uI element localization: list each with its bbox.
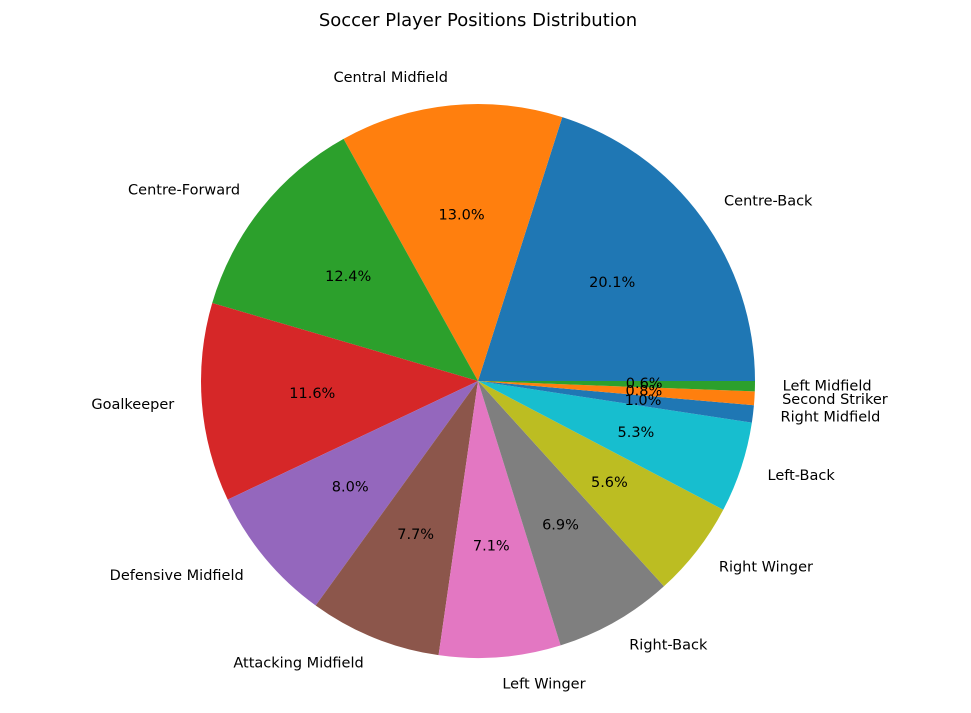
slice-percent-left-back: 5.3% <box>617 425 654 441</box>
slice-label-left-winger: Left Winger <box>502 677 585 693</box>
pie-labels: Centre-Back Central Midfield Centre-Forwar… <box>91 70 887 693</box>
pie-slice-goalkeeper <box>201 302 478 500</box>
slice-percent-second-striker: 0.8% <box>625 383 662 399</box>
slice-percent-centre-forward: 12.4% <box>325 269 371 285</box>
pie-slice-left-winger <box>438 381 561 658</box>
slice-percent-left-winger: 7.1% <box>473 539 510 555</box>
slice-percent-centre-back: 20.1% <box>589 275 635 291</box>
pie-slice-left-midfield <box>478 381 755 392</box>
slice-label-centre-back: Centre-Back <box>724 193 813 209</box>
slice-label-goalkeeper: Goalkeeper <box>91 397 174 413</box>
pie-slice-attacking-midfield <box>315 381 478 656</box>
slice-label-right-midfield: Right Midfield <box>781 409 881 425</box>
slice-label-centre-forward: Centre-Forward <box>128 183 240 199</box>
slice-percent-right-winger: 5.6% <box>591 475 628 491</box>
pie-slice-central-midfield <box>343 103 563 381</box>
pie-slice-right-winger <box>478 381 724 587</box>
slice-percent-attacking-midfield: 7.7% <box>397 527 434 543</box>
slice-percent-goalkeeper: 11.6% <box>289 386 335 402</box>
slice-label-right-winger: Right Winger <box>719 560 813 576</box>
slice-percent-defensive-midfield: 8.0% <box>332 479 369 495</box>
slice-percent-right-midfield: 1.0% <box>625 393 662 409</box>
slice-label-left-back: Left-Back <box>768 468 836 484</box>
pie-slices <box>201 103 755 658</box>
slice-label-central-midfield: Central Midfield <box>333 70 447 86</box>
pie-slice-defensive-midfield <box>227 381 478 606</box>
pie-slice-centre-back <box>478 117 755 382</box>
slice-label-attacking-midfield: Attacking Midfield <box>233 655 363 671</box>
slice-percent-central-midfield: 13.0% <box>439 208 485 224</box>
pie-slice-second-striker <box>478 381 755 406</box>
slice-label-left-midfield: Left Midfield <box>783 379 872 395</box>
pie-slice-left-back <box>478 381 752 510</box>
slice-label-defensive-midfield: Defensive Midfield <box>110 568 244 584</box>
pie-slice-centre-forward <box>212 138 478 381</box>
slice-label-second-striker: Second Striker <box>782 392 888 408</box>
slice-percent-right-back: 6.9% <box>542 517 579 533</box>
pie-slice-right-midfield <box>478 381 754 423</box>
pie-percent-labels: 20.1% 13.0% 12.4% 11.6% 8.0% 7.7% 7.1% 6.9% 5.6%… <box>289 208 662 555</box>
pie-slice-right-back <box>478 381 664 646</box>
chart-title: Soccer Player Positions Distribution <box>319 10 637 31</box>
slice-label-right-back: Right-Back <box>629 638 708 654</box>
slice-percent-left-midfield: 0.6% <box>626 376 663 392</box>
